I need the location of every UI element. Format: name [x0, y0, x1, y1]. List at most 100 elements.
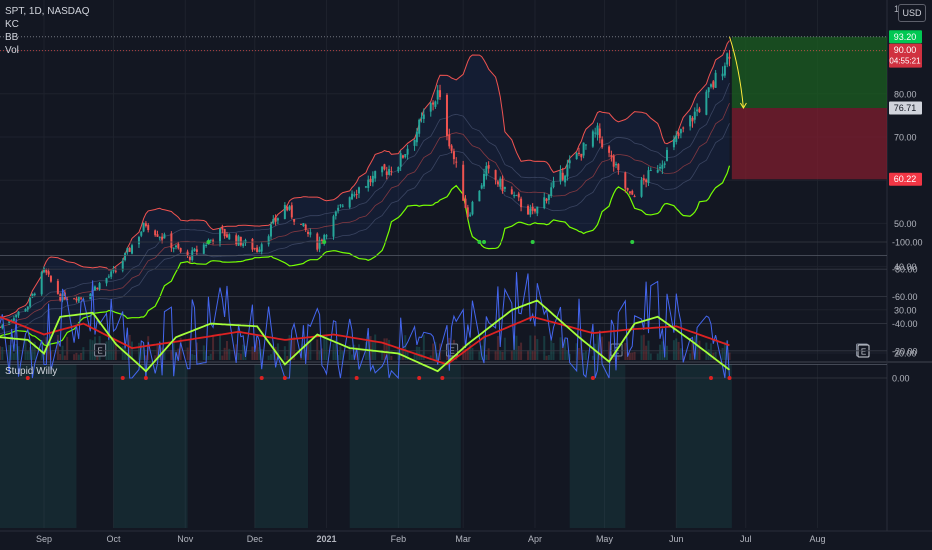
stop-zone[interactable]: [731, 108, 887, 180]
time-axis-label[interactable]: May: [596, 534, 614, 544]
price-tick-label[interactable]: 30.00: [894, 305, 917, 315]
volume-bar: [568, 353, 571, 360]
volume-bar: [307, 340, 310, 360]
earnings-marker-box[interactable]: [446, 343, 459, 357]
oscillator-tick-label[interactable]: -20.00: [892, 346, 918, 356]
earnings-marker-box[interactable]: [94, 343, 107, 357]
candle-body: [96, 287, 99, 289]
regime-band: [676, 364, 732, 528]
volume-bar: [256, 339, 259, 360]
candle-body: [485, 165, 488, 177]
time-axis-label[interactable]: Oct: [106, 534, 121, 544]
candle-body: [367, 179, 370, 188]
indicator-kc[interactable]: KC: [5, 19, 19, 30]
oscillator-tick-label[interactable]: -40.00: [892, 319, 918, 329]
stop-price-badge-label[interactable]: 60.22: [894, 174, 917, 184]
volume-bar: [418, 346, 421, 360]
volume-bar: [339, 346, 342, 360]
candle-body: [677, 133, 680, 136]
indicator-vol[interactable]: Vol: [5, 45, 19, 56]
willy-line: [0, 272, 730, 380]
volume-bar: [721, 347, 724, 360]
volume-bar: [432, 343, 435, 360]
oscillator-tick-label[interactable]: 0.00: [892, 374, 910, 384]
projection-line[interactable]: [729, 36, 744, 109]
candle-body: [276, 218, 279, 221]
current-price-label[interactable]: 90.00: [894, 45, 917, 55]
symbol-label[interactable]: SPT, 1D, NASDAQ: [5, 6, 90, 17]
time-axis-label[interactable]: Jun: [669, 534, 684, 544]
target-price-badge-box[interactable]: [889, 30, 922, 44]
currency-button[interactable]: USD: [898, 4, 926, 22]
candle-body: [520, 198, 523, 208]
volume-bar: [170, 349, 173, 360]
countdown-label[interactable]: 04:55:21: [889, 57, 921, 66]
price-tick-label[interactable]: 70.00: [894, 133, 917, 143]
time-axis[interactable]: Sep Oct Nov Dec 2021 Feb Mar Apr May Jun Jul Aug: [36, 534, 826, 544]
current-price-box[interactable]: [889, 43, 922, 68]
volume-bar: [517, 345, 520, 360]
volume-bar: [478, 351, 481, 360]
candle-body: [388, 169, 391, 175]
volume-bar: [66, 336, 69, 360]
volume-bar: [645, 345, 648, 360]
candle-body: [445, 95, 448, 136]
price-tick-label[interactable]: 80.00: [894, 89, 917, 99]
candle-body: [594, 132, 597, 134]
target-zone[interactable]: [731, 36, 887, 109]
candle-body: [568, 160, 571, 164]
candle-body: [225, 234, 228, 238]
projection-arrowhead: [739, 102, 747, 109]
price-axis[interactable]: 0.00 -20.00 -40.00 -60.00 -80.00 -100.00 80.00…: [889, 30, 923, 384]
candle-body: [33, 293, 36, 296]
projection-price-badge-label[interactable]: 76.71: [894, 103, 917, 113]
volume-bar: [290, 337, 293, 360]
volume-bar: [547, 354, 550, 360]
candle-body: [186, 251, 189, 256]
time-axis-label[interactable]: Sep: [36, 534, 52, 544]
price-tick-label[interactable]: 50.00: [894, 219, 917, 229]
volume-bar: [351, 354, 354, 360]
volume-bar: [698, 340, 701, 360]
time-axis-label[interactable]: 2021: [317, 534, 337, 544]
volume-bar: [253, 346, 256, 360]
stop-price-badge-box[interactable]: [889, 172, 922, 186]
candle-body: [29, 297, 32, 307]
earnings-marker-label[interactable]: E: [861, 348, 866, 357]
volume-bar: [276, 343, 279, 360]
time-axis-label[interactable]: Apr: [528, 534, 542, 544]
volume-bar: [385, 338, 388, 360]
time-axis-label[interactable]: Aug: [810, 534, 826, 544]
candle-body: [628, 191, 631, 194]
volume-bar: [320, 348, 323, 360]
oscillator-tick-label[interactable]: -100.00: [892, 238, 923, 248]
volume-bar: [485, 354, 488, 360]
oscillator-tick-label[interactable]: -60.00: [892, 292, 918, 302]
oscillator-tick-label[interactable]: -80.00: [892, 265, 918, 275]
volume-bar: [177, 348, 180, 360]
candle-body: [455, 161, 458, 163]
volume-bar: [202, 345, 205, 360]
volume-bar: [649, 353, 652, 360]
target-price-badge-label[interactable]: 93.20: [894, 32, 917, 42]
time-axis-label[interactable]: Jul: [740, 534, 752, 544]
time-axis-label[interactable]: Nov: [177, 534, 194, 544]
candle-body: [300, 223, 303, 225]
candle-body: [610, 154, 613, 158]
time-axis-label[interactable]: Feb: [391, 534, 407, 544]
volume-bar: [406, 351, 409, 360]
volume-bar: [429, 355, 432, 360]
oscillator-title[interactable]: Stupid Willy: [5, 366, 58, 377]
oversold-dot: [530, 240, 535, 244]
candle-body: [691, 117, 694, 122]
time-axis-label[interactable]: Mar: [455, 534, 471, 544]
indicator-bb[interactable]: BB: [5, 32, 19, 43]
price-tick-label[interactable]: 40.00: [894, 262, 917, 272]
candle-body: [661, 164, 664, 169]
projection-price-badge-box[interactable]: [889, 101, 922, 115]
time-axis-label[interactable]: Dec: [247, 534, 264, 544]
price-tick-label[interactable]: 20.00: [894, 349, 917, 359]
candle-body: [601, 139, 604, 148]
volume-bar: [258, 347, 261, 360]
